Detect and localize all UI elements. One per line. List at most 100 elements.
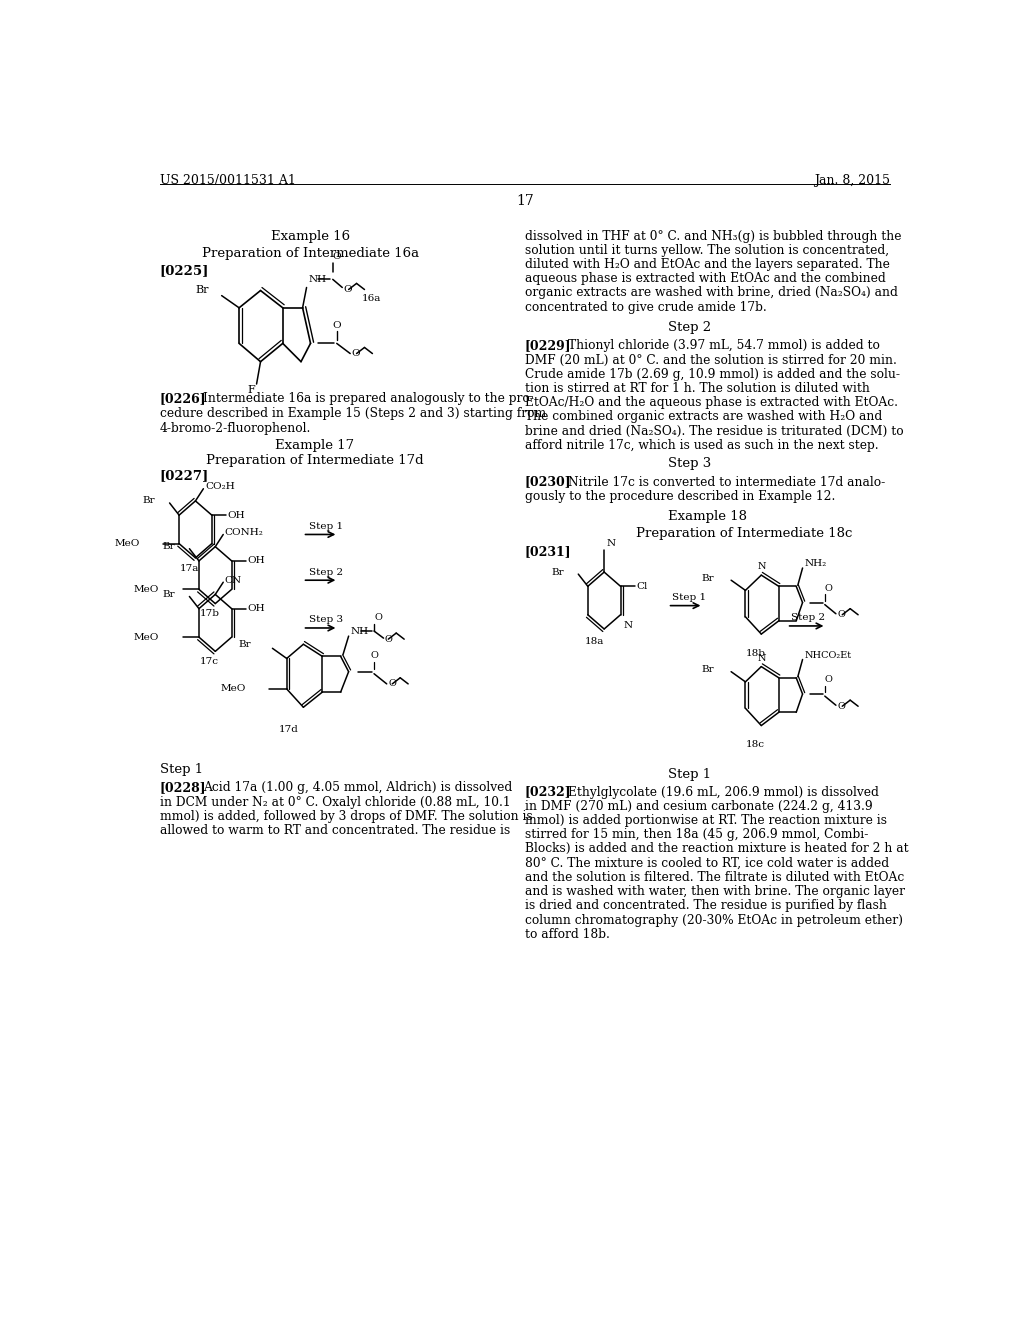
Text: MeO: MeO — [220, 685, 246, 693]
Text: Example 17: Example 17 — [274, 440, 354, 451]
Text: Step 2: Step 2 — [309, 568, 343, 577]
Text: Preparation of Intermediate 16a: Preparation of Intermediate 16a — [202, 247, 419, 260]
Text: NH₂: NH₂ — [804, 560, 826, 569]
Text: and is washed with water, then with brine. The organic layer: and is washed with water, then with brin… — [524, 886, 905, 898]
Text: NH: NH — [308, 275, 327, 284]
Text: organic extracts are washed with brine, dried (Na₂SO₄) and: organic extracts are washed with brine, … — [524, 286, 898, 300]
Text: O: O — [333, 252, 341, 261]
Text: O: O — [824, 583, 833, 593]
Text: Example 16: Example 16 — [271, 230, 350, 243]
Text: 17c: 17c — [200, 657, 218, 667]
Text: in DMF (270 mL) and cesium carbonate (224.2 g, 413.9: in DMF (270 mL) and cesium carbonate (22… — [524, 800, 872, 813]
Text: [0225]: [0225] — [160, 264, 209, 277]
Text: to afford 18b.: to afford 18b. — [524, 928, 609, 941]
Text: N: N — [758, 562, 766, 572]
Text: Br: Br — [701, 574, 714, 582]
Text: [0232]: [0232] — [524, 785, 571, 799]
Text: 17b: 17b — [200, 610, 219, 618]
Text: aqueous phase is extracted with EtOAc and the combined: aqueous phase is extracted with EtOAc an… — [524, 272, 886, 285]
Text: stirred for 15 min, then 18a (45 g, 206.9 mmol, Combi-: stirred for 15 min, then 18a (45 g, 206.… — [524, 828, 868, 841]
Text: Br: Br — [163, 590, 175, 599]
Text: N: N — [758, 653, 766, 663]
Text: O: O — [838, 610, 846, 619]
Text: Preparation of Intermediate 18c: Preparation of Intermediate 18c — [636, 528, 852, 540]
Text: is dried and concentrated. The residue is purified by flash: is dried and concentrated. The residue i… — [524, 899, 887, 912]
Text: 18c: 18c — [745, 741, 765, 750]
Text: dissolved in THF at 0° C. and NH₃(g) is bubbled through the: dissolved in THF at 0° C. and NH₃(g) is … — [524, 230, 901, 243]
Text: 80° C. The mixture is cooled to RT, ice cold water is added: 80° C. The mixture is cooled to RT, ice … — [524, 857, 889, 870]
Text: OH: OH — [227, 511, 246, 520]
Text: 17: 17 — [516, 194, 534, 209]
Text: solution until it turns yellow. The solution is concentrated,: solution until it turns yellow. The solu… — [524, 244, 889, 257]
Text: 16a: 16a — [362, 294, 382, 304]
Text: O: O — [352, 348, 360, 358]
Text: concentrated to give crude amide 17b.: concentrated to give crude amide 17b. — [524, 301, 767, 314]
Text: MeO: MeO — [134, 632, 160, 642]
Text: gously to the procedure described in Example 12.: gously to the procedure described in Exa… — [524, 490, 836, 503]
Text: Thionyl chloride (3.97 mL, 54.7 mmol) is added to: Thionyl chloride (3.97 mL, 54.7 mmol) is… — [568, 339, 881, 352]
Text: MeO: MeO — [114, 539, 139, 548]
Text: Br: Br — [551, 568, 564, 577]
Text: [0229]: [0229] — [524, 339, 571, 352]
Text: Br: Br — [163, 543, 175, 552]
Text: EtOAc/H₂O and the aqueous phase is extracted with EtOAc.: EtOAc/H₂O and the aqueous phase is extra… — [524, 396, 898, 409]
Text: [0230]: [0230] — [524, 475, 571, 488]
Text: Acid 17a (1.00 g, 4.05 mmol, Aldrich) is dissolved: Acid 17a (1.00 g, 4.05 mmol, Aldrich) is… — [204, 781, 513, 795]
Text: Step 1: Step 1 — [309, 521, 343, 531]
Text: [0231]: [0231] — [524, 545, 571, 557]
Text: The combined organic extracts are washed with H₂O and: The combined organic extracts are washed… — [524, 411, 882, 424]
Text: O: O — [824, 676, 833, 684]
Text: Step 1: Step 1 — [673, 593, 707, 602]
Text: NHCO₂Et: NHCO₂Et — [804, 651, 851, 660]
Text: 18a: 18a — [585, 636, 604, 645]
Text: Step 1: Step 1 — [160, 763, 203, 776]
Text: CO₂H: CO₂H — [205, 482, 234, 491]
Text: Ethylglycolate (19.6 mL, 206.9 mmol) is dissolved: Ethylglycolate (19.6 mL, 206.9 mmol) is … — [568, 785, 880, 799]
Text: Crude amide 17b (2.69 g, 10.9 mmol) is added and the solu-: Crude amide 17b (2.69 g, 10.9 mmol) is a… — [524, 368, 900, 380]
Text: O: O — [344, 285, 352, 294]
Text: N: N — [624, 620, 633, 630]
Text: column chromatography (20-30% EtOAc in petroleum ether): column chromatography (20-30% EtOAc in p… — [524, 913, 903, 927]
Text: O: O — [838, 702, 846, 710]
Text: 4-bromo-2-fluorophenol.: 4-bromo-2-fluorophenol. — [160, 421, 311, 434]
Text: OH: OH — [248, 605, 265, 614]
Text: Intermediate 16a is prepared analogously to the pro-: Intermediate 16a is prepared analogously… — [204, 392, 535, 405]
Text: [0228]: [0228] — [160, 781, 207, 795]
Text: Br: Br — [239, 640, 251, 648]
Text: Preparation of Intermediate 17d: Preparation of Intermediate 17d — [206, 454, 423, 467]
Text: OH: OH — [248, 557, 265, 565]
Text: allowed to warm to RT and concentrated. The residue is: allowed to warm to RT and concentrated. … — [160, 824, 510, 837]
Text: MeO: MeO — [134, 585, 160, 594]
Text: Step 1: Step 1 — [668, 768, 711, 781]
Text: afford nitrile 17c, which is used as such in the next step.: afford nitrile 17c, which is used as suc… — [524, 440, 879, 451]
Text: Nitrile 17c is converted to intermediate 17d analo-: Nitrile 17c is converted to intermediate… — [568, 475, 886, 488]
Text: in DCM under N₂ at 0° C. Oxalyl chloride (0.88 mL, 10.1: in DCM under N₂ at 0° C. Oxalyl chloride… — [160, 796, 510, 809]
Text: O: O — [374, 614, 382, 622]
Text: 18b: 18b — [745, 649, 765, 657]
Text: mmol) is added portionwise at RT. The reaction mixture is: mmol) is added portionwise at RT. The re… — [524, 814, 887, 826]
Text: Step 3: Step 3 — [668, 457, 711, 470]
Text: 17d: 17d — [279, 725, 299, 734]
Text: tion is stirred at RT for 1 h. The solution is diluted with: tion is stirred at RT for 1 h. The solut… — [524, 381, 869, 395]
Text: Step 3: Step 3 — [309, 615, 343, 624]
Text: Step 2: Step 2 — [668, 321, 711, 334]
Text: [0226]: [0226] — [160, 392, 207, 405]
Text: US 2015/0011531 A1: US 2015/0011531 A1 — [160, 174, 296, 186]
Text: 17a: 17a — [179, 564, 199, 573]
Text: Br: Br — [142, 496, 156, 506]
Text: NH: NH — [350, 627, 369, 635]
Text: DMF (20 mL) at 0° C. and the solution is stirred for 20 min.: DMF (20 mL) at 0° C. and the solution is… — [524, 354, 897, 367]
Text: Br: Br — [701, 665, 714, 675]
Text: Blocks) is added and the reaction mixture is heated for 2 h at: Blocks) is added and the reaction mixtur… — [524, 842, 908, 855]
Text: CN: CN — [225, 576, 242, 585]
Text: diluted with H₂O and EtOAc and the layers separated. The: diluted with H₂O and EtOAc and the layer… — [524, 257, 890, 271]
Text: Br: Br — [196, 285, 209, 294]
Text: O: O — [333, 321, 341, 330]
Text: [0227]: [0227] — [160, 470, 209, 482]
Text: and the solution is filtered. The filtrate is diluted with EtOAc: and the solution is filtered. The filtra… — [524, 871, 904, 884]
Text: Example 18: Example 18 — [668, 510, 746, 523]
Text: Cl: Cl — [636, 582, 648, 591]
Text: brine and dried (Na₂SO₄). The residue is triturated (DCM) to: brine and dried (Na₂SO₄). The residue is… — [524, 425, 903, 438]
Text: N: N — [606, 539, 615, 548]
Text: cedure described in Example 15 (Steps 2 and 3) starting from: cedure described in Example 15 (Steps 2 … — [160, 408, 546, 420]
